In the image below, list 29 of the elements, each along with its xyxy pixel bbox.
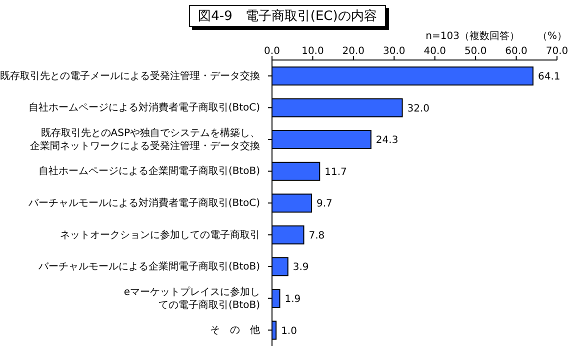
y-tick-label: バーチャルモールによる企業間電子商取引(BtoB) xyxy=(37,260,260,272)
x-tick-label: 0.0 xyxy=(264,46,280,57)
y-tick-label: eマーケットプレイスに参加しての電子商取引(BtoB) xyxy=(124,285,260,310)
data-label: 1.0 xyxy=(281,326,297,337)
chart-title: 図4-9 電子商取引(EC)の内容 xyxy=(189,5,386,27)
x-tick-label: 60.0 xyxy=(505,46,528,57)
x-tick-label: 40.0 xyxy=(424,46,446,57)
x-tick-label: 10.0 xyxy=(302,46,324,57)
data-label: 24.3 xyxy=(376,135,398,146)
data-label: 32.0 xyxy=(407,103,430,114)
data-label: 3.9 xyxy=(292,262,309,274)
y-tick-label: 既存取引先との電子メールによる受発注管理・データ交換 xyxy=(0,69,260,82)
data-label: 1.9 xyxy=(284,294,301,305)
y-tick-label: そ の 他 xyxy=(210,324,260,336)
x-tick-label: 50.0 xyxy=(464,46,487,57)
y-tick-label: ネットオークションに参加しての電子商取引 xyxy=(60,228,260,240)
data-label: 7.8 xyxy=(308,230,325,242)
data-label: 64.1 xyxy=(538,72,560,83)
data-label: 11.7 xyxy=(324,166,347,178)
text: n=103（複数回答） xyxy=(426,30,520,43)
y-tick-label: 自社ホームページによる対消費者電子商取引(BtoC) xyxy=(28,101,260,114)
text: （%） xyxy=(537,30,567,43)
y-tick-label: 自社ホームページによる企業間電子商取引(BtoB) xyxy=(38,164,260,177)
x-tick-label: 30.0 xyxy=(383,46,406,57)
data-label: 9.7 xyxy=(316,198,332,210)
y-tick-label: バーチャルモールによる対消費者電子商取引(BtoC) xyxy=(27,196,260,208)
x-tick-label: 20.0 xyxy=(342,46,365,57)
x-tick-label: 70.0 xyxy=(546,46,568,57)
y-tick-label: 既存取引先とのASPや独自でシステムを構築し、企業間ネットワークによる受発注管理・データ交換 xyxy=(30,126,260,152)
